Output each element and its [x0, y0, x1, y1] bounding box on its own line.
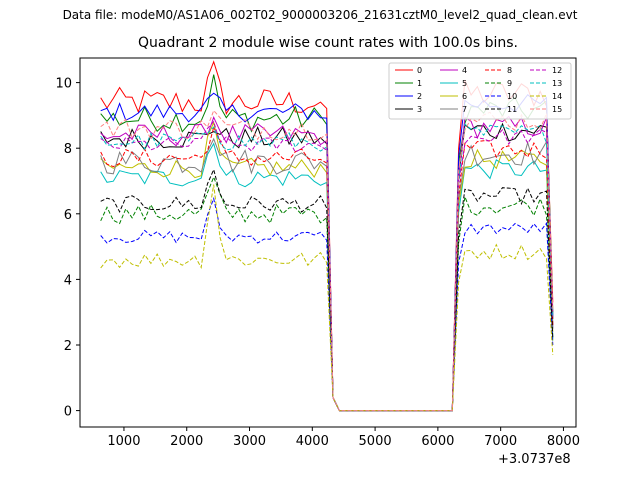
legend-label-1: 1 — [417, 79, 422, 88]
x-tick-label-6000: 6000 — [421, 434, 454, 449]
x-tick-label-5000: 5000 — [359, 434, 392, 449]
legend-label-4: 4 — [462, 66, 467, 75]
legend-label-14: 14 — [552, 92, 562, 101]
legend-label-10: 10 — [507, 92, 517, 101]
series-line-15 — [100, 109, 554, 412]
y-tick-label-8: 8 — [64, 142, 72, 157]
series-line-12 — [100, 120, 554, 412]
series-line-14 — [100, 184, 554, 412]
legend-label-11: 11 — [507, 105, 517, 114]
legend-label-3: 3 — [417, 105, 422, 114]
y-tick-label-0: 0 — [64, 405, 72, 420]
x-offset-label: +3.0737e8 — [498, 452, 571, 467]
legend-label-2: 2 — [417, 92, 422, 101]
x-tick-label-7000: 7000 — [484, 434, 517, 449]
chart-title: Quadrant 2 module wise count rates with … — [138, 35, 518, 51]
plot-frame — [79, 57, 577, 428]
y-tick-label-10: 10 — [55, 77, 72, 92]
legend-label-6: 6 — [462, 92, 467, 101]
legend-box — [388, 62, 572, 120]
y-tick-label-4: 4 — [64, 273, 72, 288]
legend-label-5: 5 — [462, 79, 467, 88]
legend-label-15: 15 — [552, 105, 562, 114]
legend-label-7: 7 — [462, 105, 467, 114]
chart-suptitle: Data file: modeM0/AS1A06_002T02_90000032… — [62, 8, 578, 22]
x-tick-label-4000: 4000 — [296, 434, 329, 449]
y-tick-label-6: 6 — [64, 208, 72, 223]
y-tick-label-2: 2 — [64, 339, 72, 354]
legend-label-13: 13 — [552, 79, 562, 88]
x-tick-label-8000: 8000 — [547, 434, 580, 449]
x-tick-label-2000: 2000 — [170, 434, 203, 449]
legend-label-8: 8 — [507, 66, 512, 75]
series-line-11 — [100, 168, 554, 412]
legend-label-9: 9 — [507, 79, 512, 88]
legend-label-12: 12 — [552, 66, 562, 75]
series-line-10 — [100, 196, 554, 412]
x-tick-label-3000: 3000 — [233, 434, 266, 449]
legend-label-0: 0 — [417, 66, 422, 75]
x-tick-label-1000: 1000 — [107, 434, 140, 449]
